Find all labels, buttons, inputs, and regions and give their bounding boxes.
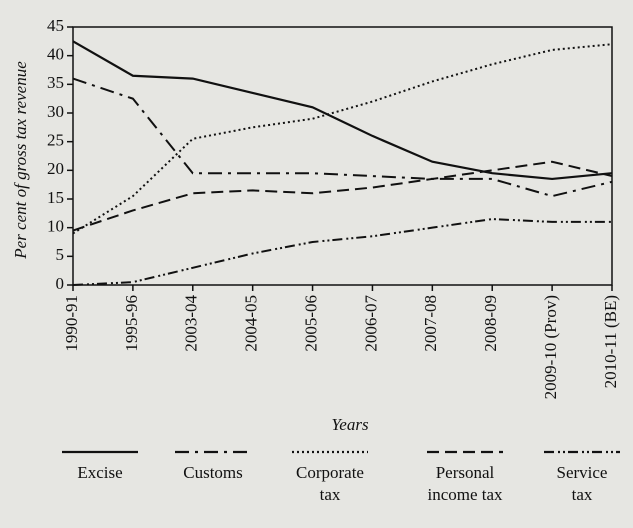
x-tick-label: 1990-91 (62, 295, 81, 352)
x-tick-label: 2004-05 (242, 295, 261, 352)
x-tick-label: 2008-09 (481, 295, 500, 352)
y-tick-label: 5 (56, 245, 65, 264)
y-tick-label: 35 (47, 73, 64, 92)
x-tick-label: 2003-04 (182, 295, 201, 352)
legend-label: Service tax (556, 463, 608, 504)
y-tick-label: 40 (47, 45, 64, 64)
x-tick-label: 2009-10 (Prov) (541, 295, 560, 399)
x-tick-label: 2005-06 (301, 295, 320, 352)
legend-label: Personal income tax (427, 463, 503, 504)
legend-label: Excise (77, 463, 123, 482)
x-axis-label: Years (331, 415, 369, 434)
series-line (72, 40, 613, 181)
x-tick-label: 2006-07 (361, 295, 380, 352)
plot-frame (72, 26, 613, 286)
y-tick-label: 10 (47, 217, 64, 236)
y-tick-label: 25 (47, 131, 64, 150)
x-tick-label: 1995-96 (122, 295, 141, 352)
series-line (72, 43, 613, 235)
series-line (72, 218, 612, 286)
y-tick-label: 20 (47, 159, 64, 178)
legend-label: Corporate tax (296, 463, 364, 504)
series-line (72, 160, 613, 232)
series-line (72, 77, 613, 198)
y-tick-label: 15 (47, 188, 64, 207)
x-tick-label: 2010-11 (BE) (601, 295, 620, 388)
y-tick-label: 0 (56, 274, 65, 293)
y-tick-label: 45 (47, 16, 64, 35)
legend-label: Customs (183, 463, 243, 482)
y-tick-label: 30 (47, 102, 64, 121)
y-axis-label: Per cent of gross tax revenue (11, 61, 30, 260)
x-tick-label: 2007-08 (421, 295, 440, 352)
